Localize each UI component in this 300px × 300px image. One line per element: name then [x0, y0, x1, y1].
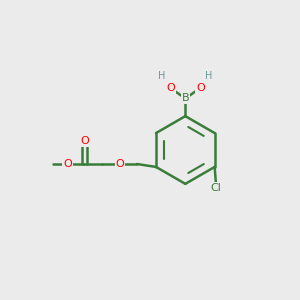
Text: B: B: [182, 94, 189, 103]
Text: Cl: Cl: [211, 182, 222, 193]
Text: O: O: [166, 83, 175, 93]
Text: O: O: [63, 159, 72, 169]
Text: O: O: [196, 83, 205, 93]
Text: O: O: [116, 159, 124, 169]
Text: H: H: [158, 70, 166, 81]
Text: H: H: [205, 70, 212, 81]
Text: O: O: [80, 136, 89, 146]
